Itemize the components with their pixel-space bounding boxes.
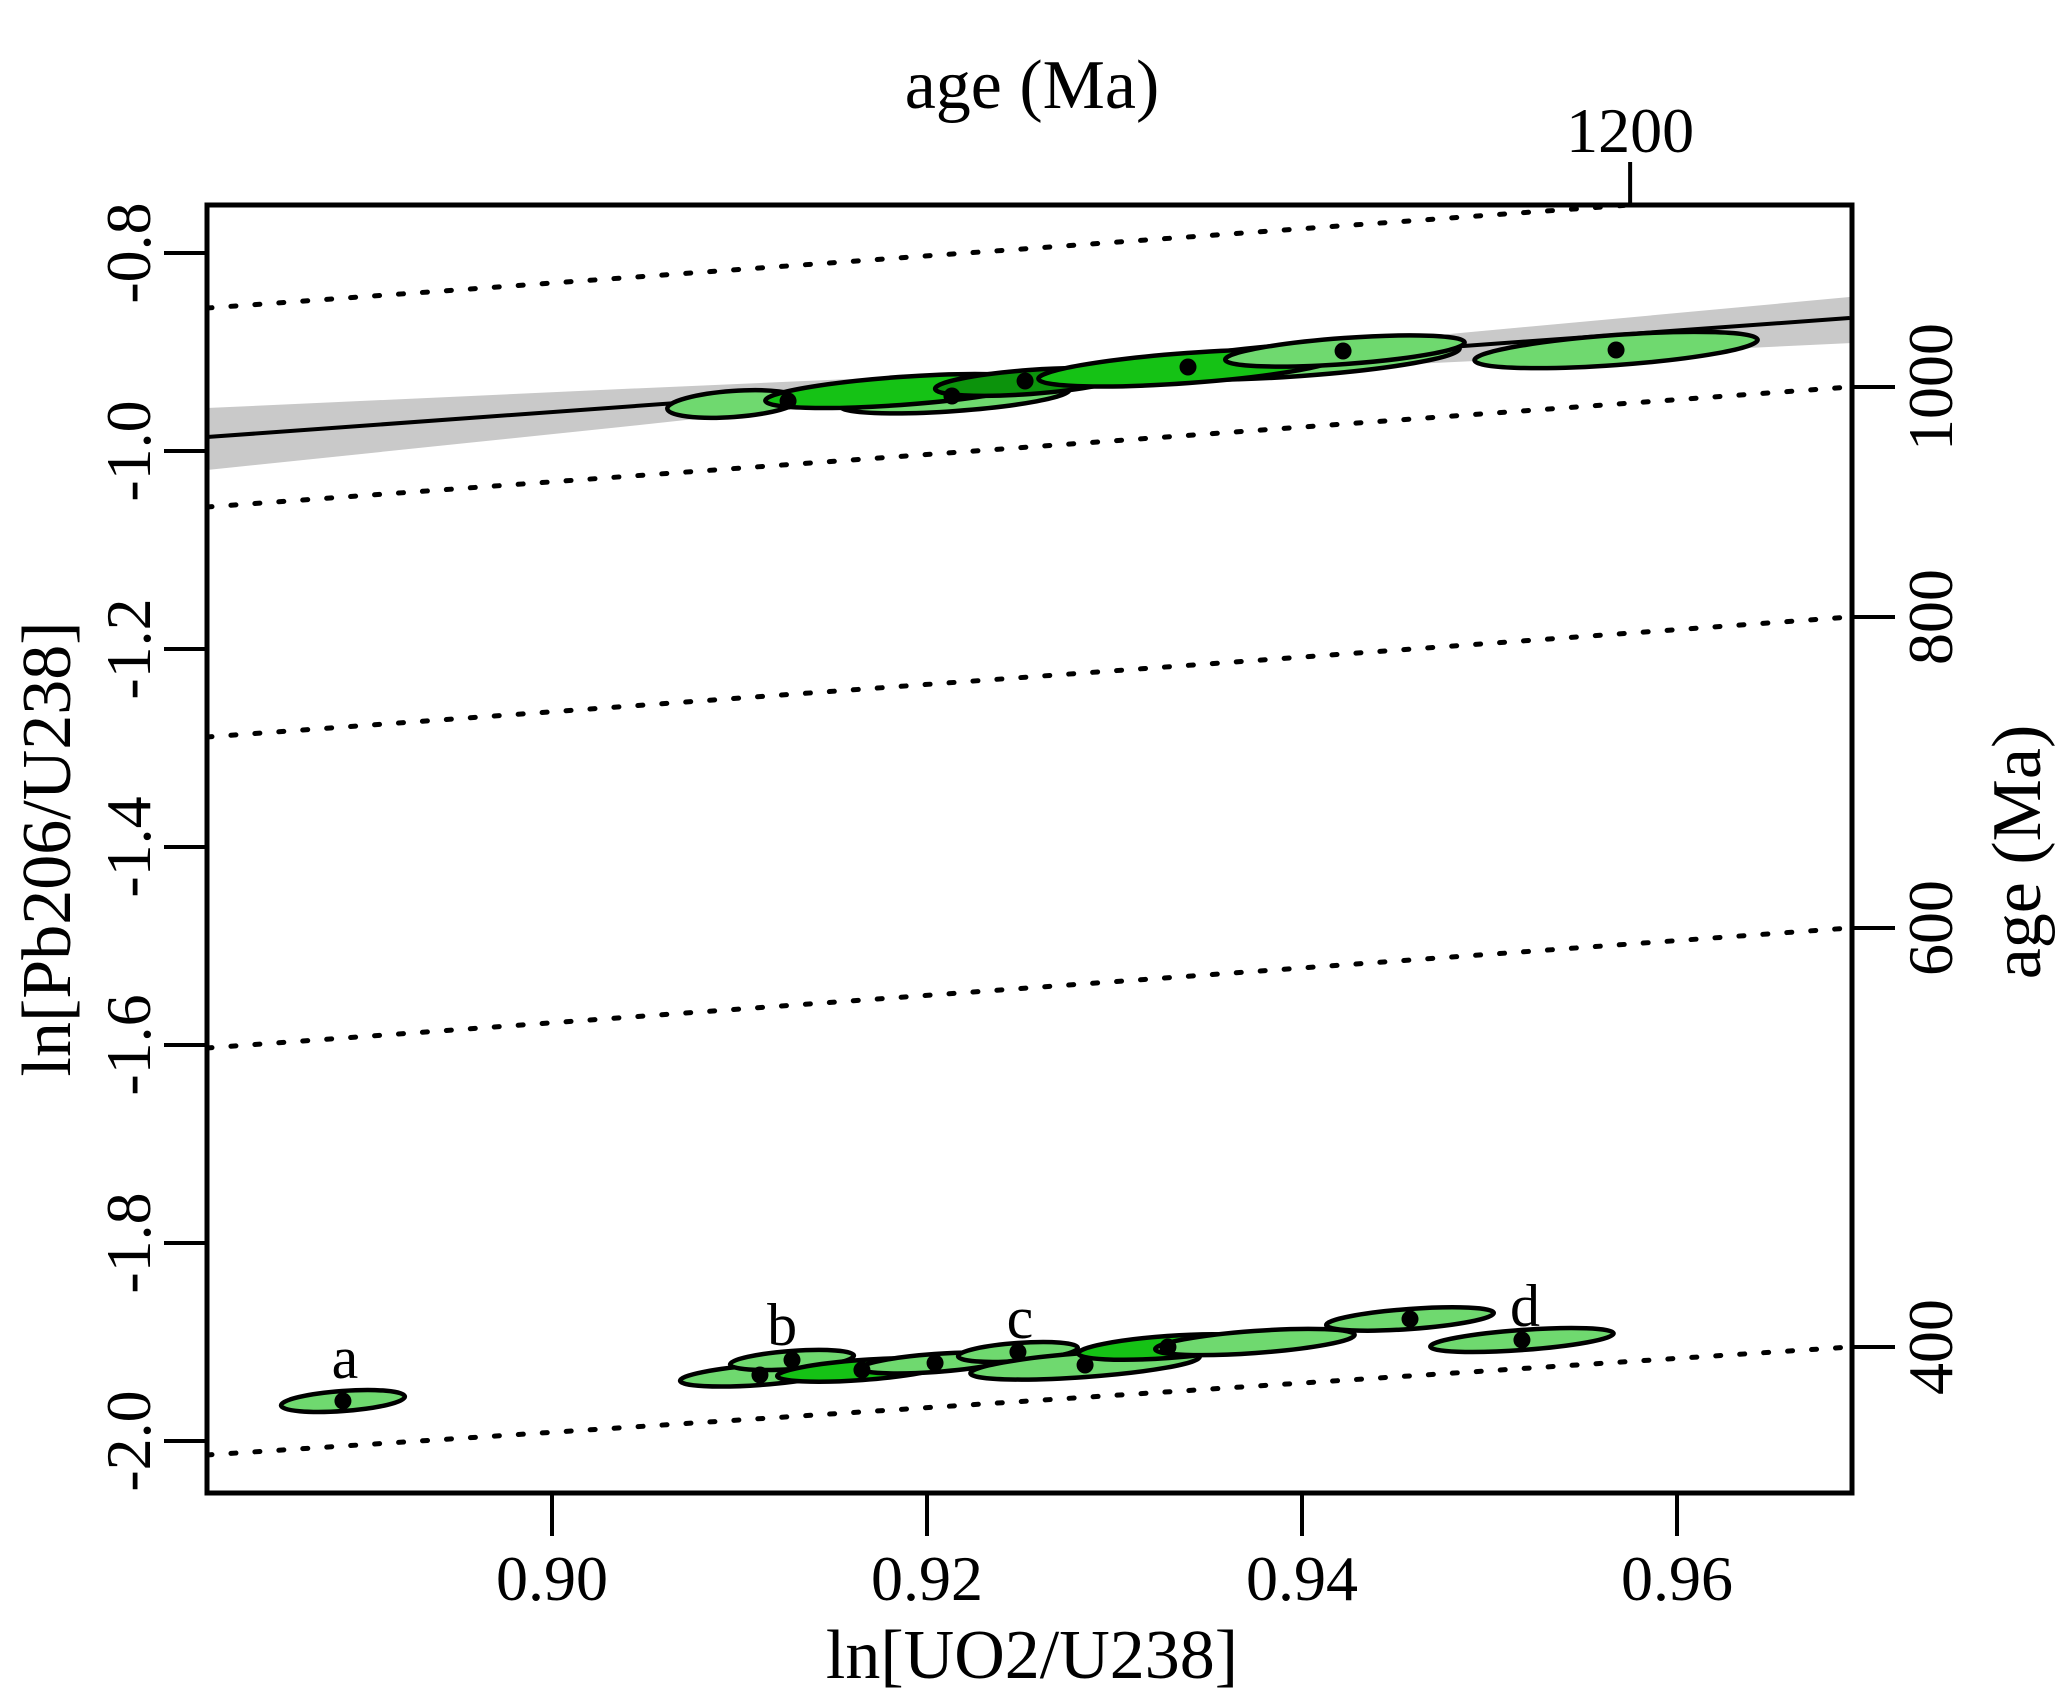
right-tick-label: 800 — [1895, 569, 1966, 665]
data-point-layer — [334, 341, 1625, 1410]
data-point — [1076, 1356, 1094, 1374]
age-isoline-800 — [207, 614, 1852, 740]
error-ellipse — [1153, 1326, 1357, 1358]
y-tick-label: -2.0 — [93, 1390, 164, 1491]
y-tick-label: -1.8 — [93, 1192, 164, 1293]
data-point — [1159, 1338, 1177, 1356]
data-point — [1607, 341, 1625, 359]
error-ellipse-layer — [278, 329, 1760, 1415]
x-tick-label: 0.90 — [496, 1543, 608, 1614]
data-point — [783, 1351, 801, 1369]
data-point — [779, 392, 797, 410]
y-tick-label: -1.0 — [93, 400, 164, 501]
x-tick-label: 0.94 — [1246, 1543, 1358, 1614]
data-point — [1016, 372, 1034, 390]
top-tick-label: 1200 — [1566, 95, 1694, 166]
sample-label-b: b — [767, 1292, 797, 1358]
data-point — [1401, 1310, 1419, 1328]
x-tick-label: 0.96 — [1621, 1543, 1733, 1614]
x-tick-label: 0.92 — [871, 1543, 983, 1614]
tick-label-layer: 0.90 0.92 0.94 0.96 -0.8 -1.0 -1.2 -1.4 -1.6 -1.8… — [93, 95, 1966, 1614]
top-axis-title: age (Ma) — [905, 47, 1160, 124]
y-axis-title: ln[Pb206/U238] — [9, 622, 86, 1077]
data-point — [1513, 1331, 1531, 1349]
data-point — [1009, 1343, 1027, 1361]
x-axis-title: ln[UO2/U238] — [826, 1617, 1238, 1694]
data-point — [751, 1366, 769, 1384]
point-label-layer: a b c d — [332, 1273, 1540, 1391]
age-isoline-400 — [207, 1344, 1852, 1458]
y-tick-label: -1.2 — [93, 598, 164, 699]
data-point — [1334, 342, 1352, 360]
right-tick-label: 600 — [1895, 880, 1966, 976]
y-tick-label: -1.6 — [93, 994, 164, 1095]
data-point — [926, 1354, 944, 1372]
data-point — [334, 1392, 352, 1410]
right-tick-label: 1000 — [1895, 323, 1966, 451]
y-tick-label: -1.4 — [93, 796, 164, 897]
data-point — [943, 387, 961, 405]
age-isoline-600 — [207, 925, 1852, 1051]
age-isoline-1200 — [207, 205, 1664, 311]
sample-label-c: c — [1007, 1285, 1034, 1351]
data-point — [853, 1361, 871, 1379]
age-isoline-layer — [207, 205, 1852, 1458]
right-tick-label: 400 — [1895, 1299, 1966, 1395]
age-isoline-1000 — [207, 384, 1852, 510]
sample-label-d: d — [1510, 1273, 1540, 1339]
right-axis-title: age (Ma) — [1979, 725, 2056, 980]
y-tick-label: -0.8 — [93, 202, 164, 303]
data-point — [1179, 358, 1197, 376]
sample-label-a: a — [332, 1325, 359, 1391]
tick-layer — [164, 162, 1895, 1536]
